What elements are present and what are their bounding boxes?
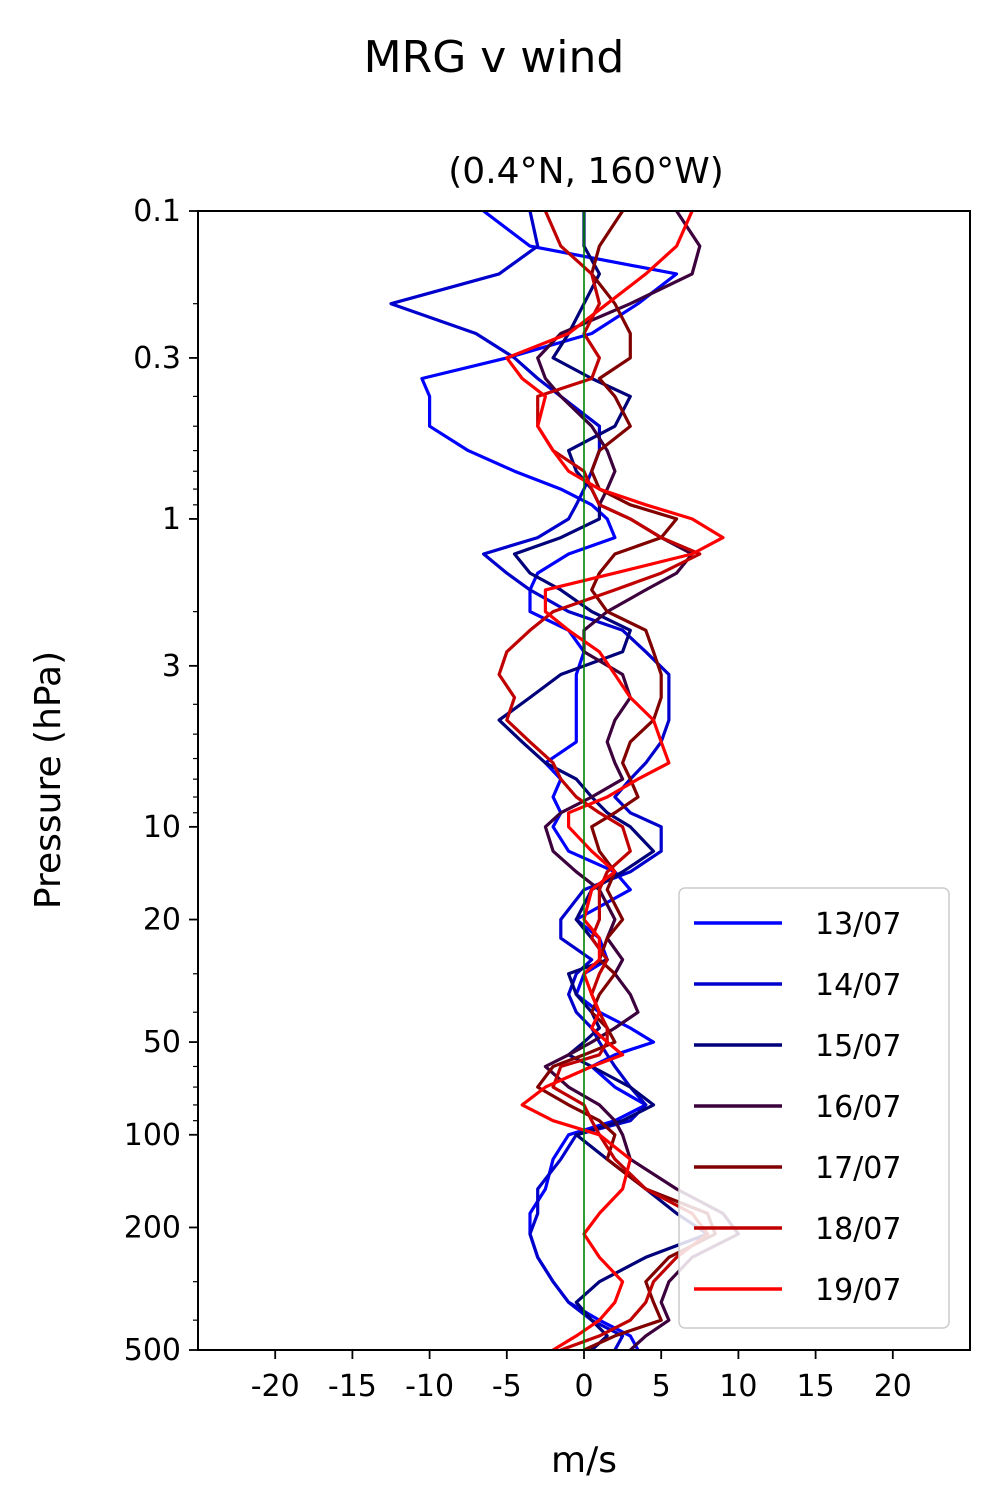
series-line-19-07 [505, 211, 725, 1350]
y-tick-label: 10 [143, 810, 181, 845]
x-axis-label: m/s [551, 1440, 617, 1481]
y-tick-label: 500 [124, 1333, 181, 1368]
y-tick-label: 1 [162, 502, 181, 537]
y-tick-label: 0.1 [133, 194, 181, 229]
y-tick-label: 3 [162, 649, 181, 684]
legend: 13/07 14/07 15/07 16/07 17/07 18/07 19/07 [678, 887, 950, 1329]
x-tick-label: 15 [797, 1369, 835, 1404]
x-tick-label: -5 [492, 1369, 522, 1404]
legend-label: 14/07 [815, 968, 901, 1003]
y-tick-label: 0.3 [133, 341, 181, 376]
chart-title: (0.4°N, 160°W) [448, 151, 723, 192]
x-tick-label: 5 [652, 1369, 671, 1404]
legend-label: 13/07 [815, 907, 901, 942]
legend-label: 19/07 [815, 1273, 901, 1308]
x-tick-label: 10 [719, 1369, 757, 1404]
legend-box [678, 887, 950, 1329]
x-tick-label: -10 [405, 1369, 454, 1404]
legend-label: 16/07 [815, 1090, 901, 1125]
legend-label: 18/07 [815, 1212, 901, 1247]
legend-label: 15/07 [815, 1029, 901, 1064]
legend-label: 17/07 [815, 1151, 901, 1186]
chart-suptitle: MRG v wind [364, 32, 625, 83]
y-tick-label: 200 [124, 1210, 181, 1245]
y-tick-label: 50 [143, 1025, 181, 1060]
plot-area [389, 211, 741, 1350]
x-tick-label: -20 [251, 1369, 300, 1404]
x-tick-label: 20 [874, 1369, 912, 1404]
y-tick-label: 100 [124, 1118, 181, 1153]
series-line-14-07 [389, 211, 671, 1350]
x-tick-label: -15 [328, 1369, 377, 1404]
axis-ticks: -20 -15 -10 -5 0 5 10 15 20 0.1 0.3 1 3 10 20 50 100 200 5… [124, 194, 912, 1404]
series-line-18-07 [497, 211, 710, 1350]
series-line-15-07 [497, 211, 710, 1350]
y-tick-label: 20 [143, 903, 181, 938]
x-tick-label: 0 [574, 1369, 593, 1404]
y-axis-label: Pressure (hPa) [28, 651, 69, 909]
series-line-16-07 [536, 211, 741, 1350]
